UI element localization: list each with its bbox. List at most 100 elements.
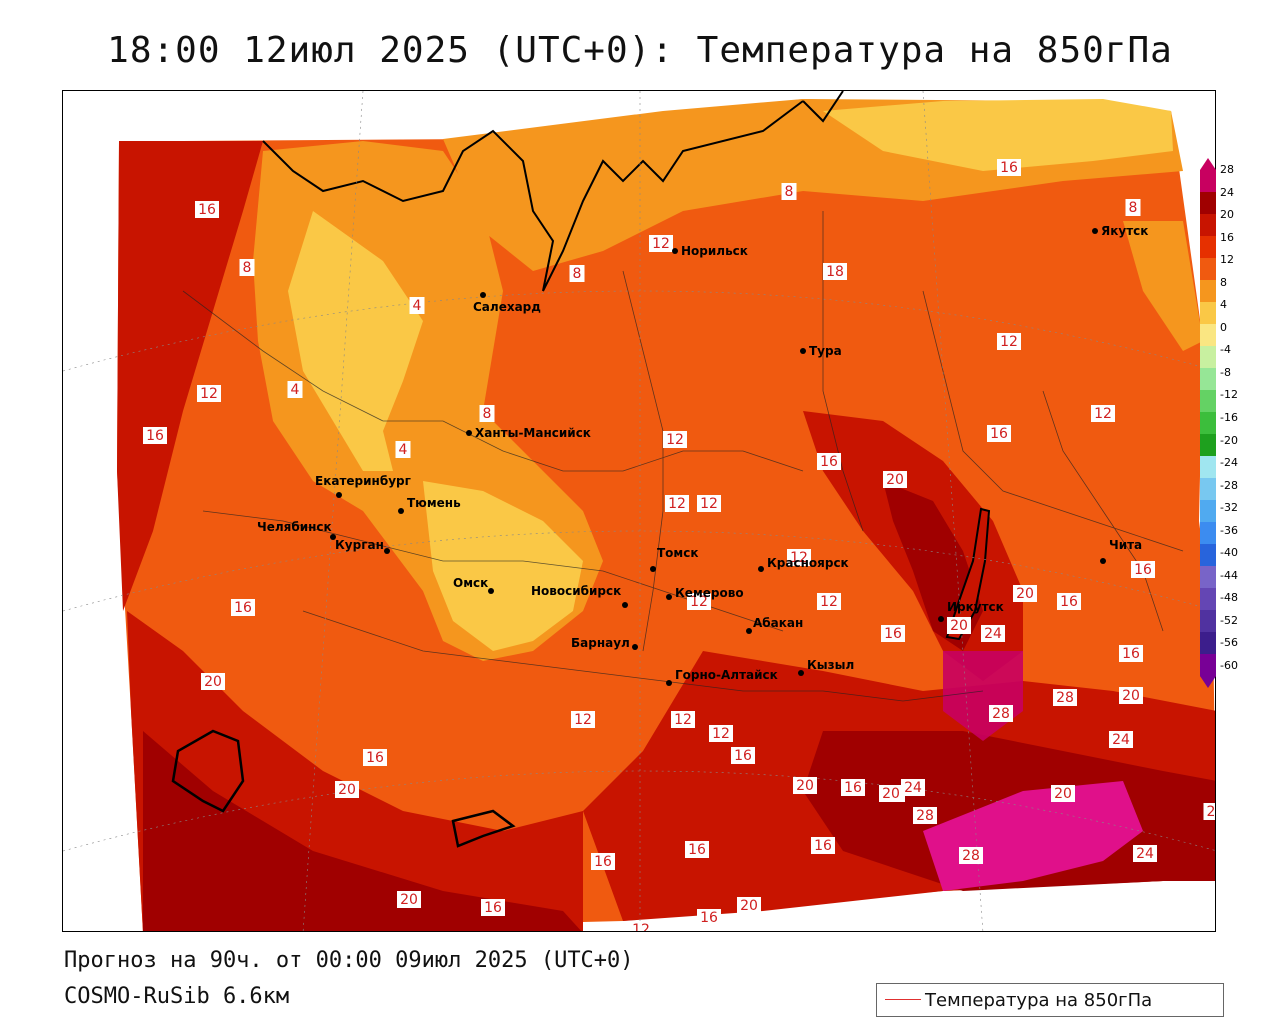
colorbar-tick-label: 28 [1220, 163, 1234, 176]
map-title: 18:00 12июл 2025 (UTC+0): Температура на… [107, 30, 1173, 71]
city-label: Курган [335, 538, 384, 552]
colorbar-swatch [1200, 500, 1216, 523]
arctic-coastline [262, 91, 844, 292]
isotherm-label: 16 [484, 900, 502, 916]
colorbar-swatch [1200, 302, 1216, 325]
colorbar-tick-label: -40 [1220, 546, 1238, 560]
city-marker[interactable] [632, 644, 638, 650]
isotherm-label-bg [913, 807, 937, 824]
city-label: Томск [657, 546, 699, 560]
isotherm-label: 24 [904, 780, 922, 796]
isotherm-label: 28 [962, 848, 980, 864]
isotherm-label: 8 [243, 260, 252, 276]
cold-zone-west-siberia [423, 481, 583, 651]
lake-baikal [945, 507, 991, 641]
warm-zone-west [117, 141, 263, 611]
isotherm-label: 20 [1054, 786, 1072, 802]
isotherm-label: 8 [785, 184, 794, 200]
isotherm-label: 16 [884, 626, 902, 642]
isotherm-label-bg [649, 235, 673, 252]
city-marker[interactable] [798, 670, 804, 676]
isotherm-label: 12 [652, 236, 670, 252]
isotherm-label: 12 [690, 594, 708, 610]
city-marker[interactable] [666, 594, 672, 600]
city-label: Норильск [681, 244, 748, 258]
city-marker[interactable] [1092, 228, 1098, 234]
colorbar-tick-label: -36 [1220, 523, 1238, 537]
isotherm-label-bg [481, 899, 505, 916]
isotherm-label: 16 [844, 780, 862, 796]
isotherm-label-bg [363, 749, 387, 766]
colorbar-swatch [1200, 390, 1216, 413]
city-marker[interactable] [330, 534, 336, 540]
city-marker[interactable] [480, 292, 486, 298]
isotherm-label: 16 [734, 748, 752, 764]
isotherm-label-bg [671, 711, 695, 728]
colorbar-swatch [1200, 368, 1216, 391]
isotherm-label: 20 [204, 674, 222, 690]
isotherm-label-bg [197, 385, 221, 402]
city-marker[interactable] [666, 680, 672, 686]
isotherm-label-bg [569, 265, 585, 282]
city-label: Горно-Алтайск [675, 668, 778, 682]
isotherm-label-bg [811, 837, 835, 854]
isotherm-label-bg [1203, 803, 1215, 820]
colorbar-swatch [1200, 412, 1216, 435]
isotherm-label: 2 [1207, 804, 1216, 820]
isotherm-label-bg [879, 785, 903, 802]
city-marker[interactable] [800, 348, 806, 354]
isotherm-label: 20 [1016, 586, 1034, 602]
isotherm-label-bg [823, 263, 847, 280]
isotherm-label-bg [287, 381, 303, 398]
colorbar-arrow-top [1200, 158, 1216, 170]
isotherm-label: 28 [1056, 690, 1074, 706]
colorbar-swatch [1200, 192, 1216, 215]
legend-line-swatch [885, 999, 921, 1000]
colorbar-swatch [1200, 236, 1216, 259]
isotherm-label-bg [1131, 561, 1155, 578]
isotherm-label-bg [335, 781, 359, 798]
isotherm-label: 16 [814, 838, 832, 854]
city-label: Тюмень [407, 496, 461, 510]
colorbar-tick-label: -60 [1220, 659, 1238, 672]
city-label: Новосибирск [531, 584, 621, 598]
city-marker[interactable] [488, 588, 494, 594]
colorbar-swatch [1200, 610, 1216, 633]
isotherm-label: 16 [990, 426, 1008, 442]
city-label: Кызыл [807, 658, 854, 672]
isotherm-label-bg [395, 441, 411, 458]
isotherm-label-bg [591, 853, 615, 870]
colorbar [1200, 158, 1216, 688]
city-marker[interactable] [746, 628, 752, 634]
city-marker[interactable] [650, 566, 656, 572]
isotherm-label: 8 [573, 266, 582, 282]
isotherm-label-bg [1051, 785, 1075, 802]
isotherm-label-bg [1119, 687, 1143, 704]
colorbar-tick-label: -4 [1220, 343, 1231, 357]
city-marker[interactable] [384, 548, 390, 554]
isotherm-label: 4 [399, 442, 408, 458]
cold-zone-arctic [823, 99, 1173, 171]
isotherm-label-bg [1119, 645, 1143, 662]
colorbar-tick-label: -12 [1220, 388, 1238, 402]
city-marker[interactable] [1100, 558, 1106, 564]
city-marker[interactable] [938, 616, 944, 622]
isotherm-label: 12 [200, 386, 218, 402]
city-marker[interactable] [672, 248, 678, 254]
city-marker[interactable] [466, 430, 472, 436]
isotherm-label: 24 [1136, 846, 1154, 862]
city-marker[interactable] [336, 492, 342, 498]
temperature-map[interactable]: 16 8 4 8 12 8 16 18 4 8 12 16 4 12 8 12 12 16 16 20 12 20 16 16… [62, 90, 1216, 932]
isotherm-label: 4 [291, 382, 300, 398]
isotherm-label: 16 [234, 600, 252, 616]
colorbar-swatch [1200, 258, 1216, 281]
isotherm-label: 16 [1000, 160, 1018, 176]
isotherm-label-bg [987, 425, 1011, 442]
city-label: Ханты-Мансийск [475, 426, 591, 440]
isotherm-label-bg [231, 599, 255, 616]
city-marker[interactable] [622, 602, 628, 608]
hot-zone-southwest [143, 731, 582, 931]
city-marker[interactable] [758, 566, 764, 572]
isotherm-label-bg [781, 183, 797, 200]
city-marker[interactable] [398, 508, 404, 514]
